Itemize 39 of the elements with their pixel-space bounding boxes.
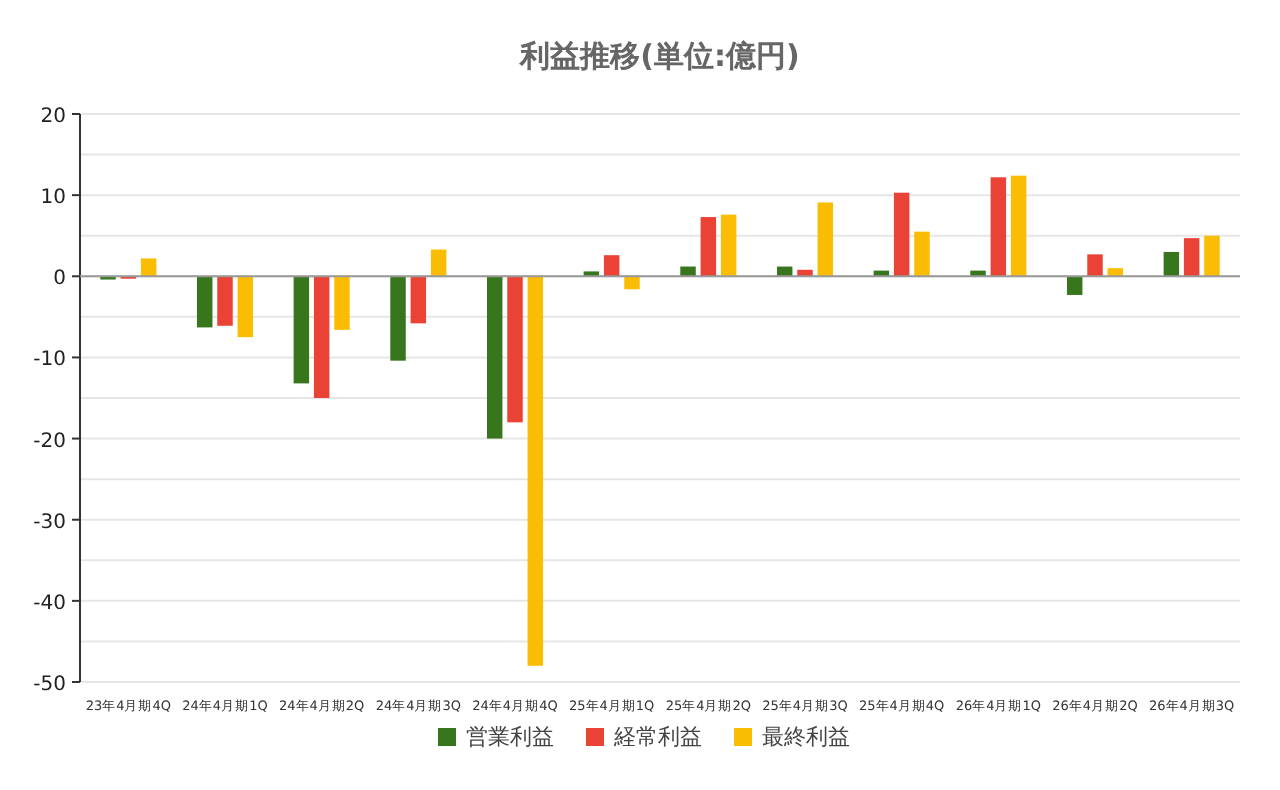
bar — [430, 249, 447, 277]
y-tick-label: -50 — [33, 674, 66, 696]
bar — [410, 276, 427, 324]
bar — [624, 276, 640, 290]
y-tick-label: 10 — [40, 187, 66, 210]
y-tick-label: -30 — [33, 511, 66, 534]
bar — [700, 217, 717, 277]
bar — [1183, 238, 1200, 277]
bar — [1066, 276, 1083, 295]
bar — [196, 276, 213, 328]
bar — [990, 177, 1007, 277]
bar — [527, 276, 544, 666]
bar — [1010, 175, 1027, 277]
bar — [817, 202, 834, 277]
y-tick-label: 0 — [53, 268, 66, 291]
bar — [1204, 235, 1220, 277]
y-tick-label: -40 — [33, 592, 66, 615]
bar — [237, 276, 254, 338]
bar — [1163, 251, 1180, 277]
bar — [1087, 254, 1103, 277]
bar — [893, 192, 910, 277]
chart-title: 利益推移(単位:億円) — [518, 38, 800, 74]
y-tick-label: 20 — [40, 106, 66, 128]
bar — [507, 276, 523, 423]
legend-label: 営業利益 — [466, 724, 554, 750]
legend-label: 最終利益 — [762, 724, 850, 750]
y-tick-label: -10 — [33, 349, 66, 372]
bar — [313, 276, 330, 398]
bar — [293, 276, 310, 384]
bar — [720, 214, 737, 277]
bar — [914, 231, 930, 277]
bar — [390, 276, 406, 361]
bar — [603, 255, 620, 277]
bar — [486, 276, 503, 439]
bar — [334, 276, 350, 330]
bar — [217, 276, 233, 326]
legend-label: 経常利益 — [612, 724, 702, 750]
y-tick-label: -20 — [33, 430, 66, 453]
bar — [140, 258, 157, 277]
